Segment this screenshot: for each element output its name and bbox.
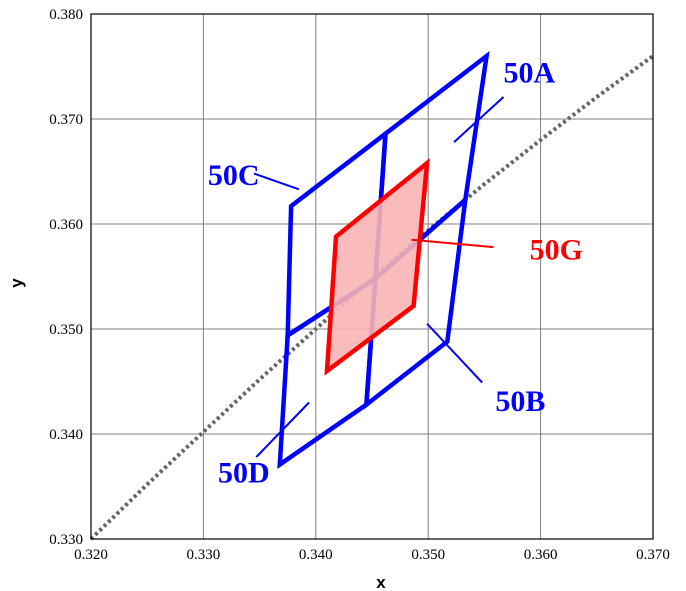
leader-50c [253,172,300,191]
label-50d: 50D [218,456,270,489]
x-tick-label: 0.340 [299,547,333,563]
label-50b: 50B [495,385,545,418]
y-axis-title: y [7,278,26,288]
x-tick-label: 0.360 [524,547,558,563]
y-tick-label: 0.330 [49,532,83,548]
y-tick-label: 0.380 [49,7,83,23]
tick-labels: 0.320 0.330 0.340 0.350 0.360 0.3700.3300.340… [49,7,670,563]
x-axis-title: x [376,573,386,591]
x-tick-label: 0.330 [187,547,221,563]
y-tick-label: 0.340 [49,427,83,443]
y-tick-label: 0.360 [49,217,83,233]
plot-frame [90,13,654,540]
region-quadrilaterals [277,50,490,469]
y-tick-label: 0.350 [49,322,83,338]
x-tick-label: 0.350 [411,547,445,563]
leader-50d [255,401,310,458]
dotted-curve [89,54,655,541]
y-tick-label: 0.370 [49,112,83,128]
label-50c: 50C [208,159,260,192]
curve-line [89,54,655,541]
x-tick-label: 0.370 [636,547,670,563]
label-50g: 50G [530,234,583,267]
leader-50a [453,96,505,143]
label-50a: 50A [504,56,556,89]
leader-50g [411,238,494,249]
region-50g [324,157,430,376]
x-tick-label: 0.320 [74,547,108,563]
leader-50b [426,323,483,384]
region-annotations: 50A 50B 50C 50D 50G [208,56,583,489]
